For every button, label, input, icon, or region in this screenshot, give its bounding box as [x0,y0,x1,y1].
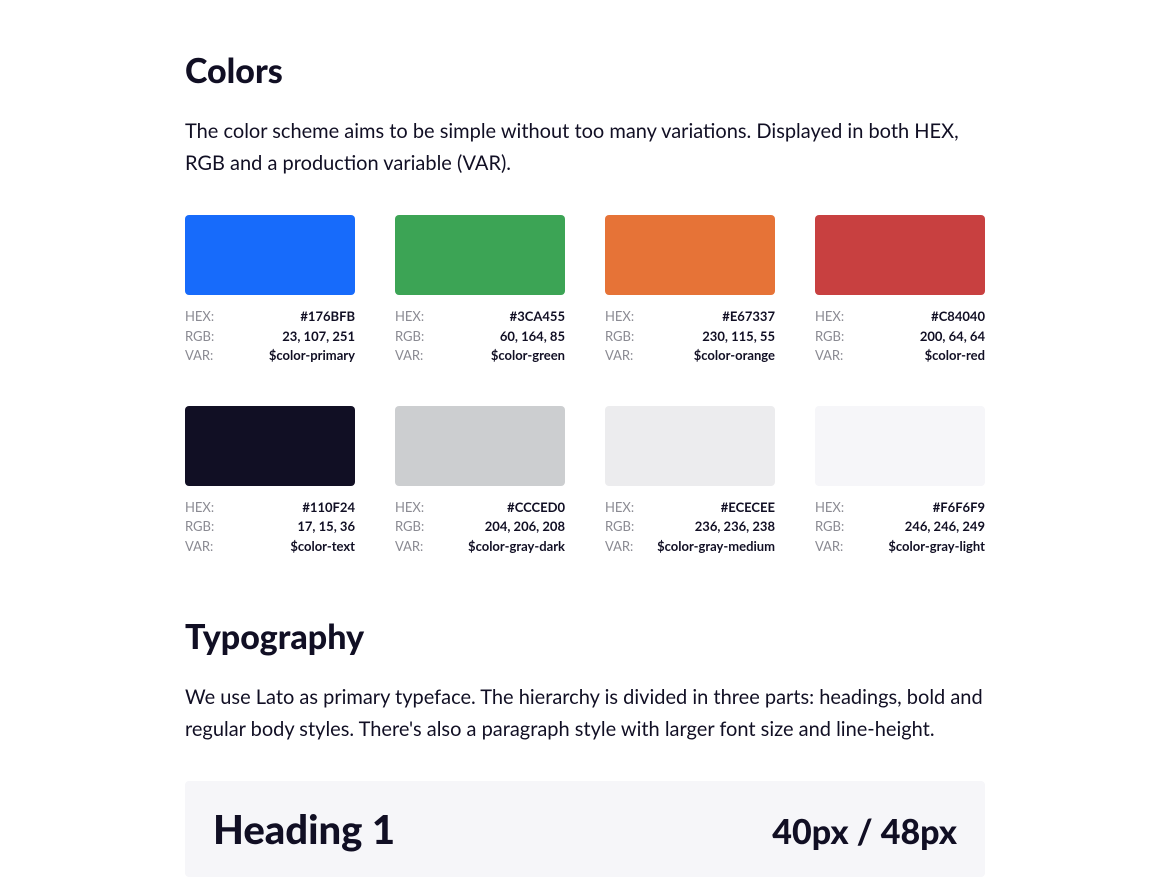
swatch-hex-value: #F6F6F9 [933,498,985,518]
swatch-hex-value: #ECECEE [721,498,775,518]
swatch-rgb-row: RGB: 200, 64, 64 [815,327,985,347]
color-swatch: HEX: #C84040 RGB: 200, 64, 64 VAR: $color-red [815,215,985,366]
swatch-var-label: VAR: [605,346,633,366]
swatch-hex-label: HEX: [605,307,634,327]
swatch-var-value: $color-green [491,346,565,366]
swatch-rgb-label: RGB: [185,327,214,347]
swatch-hex-row: HEX: #110F24 [185,498,355,518]
swatch-var-row: VAR: $color-gray-light [815,537,985,557]
swatch-rgb-row: RGB: 60, 164, 85 [395,327,565,347]
swatch-var-value: $color-gray-medium [657,537,775,557]
swatch-rgb-value: 204, 206, 208 [485,517,565,537]
typography-sample: Heading 1 40px / 48px [185,781,985,877]
swatch-rgb-label: RGB: [395,327,424,347]
swatch-hex-value: #CCCED0 [507,498,565,518]
swatch-fill [815,215,985,295]
swatch-hex-value: #176BFB [300,307,355,327]
swatch-var-value: $color-primary [269,346,355,366]
swatch-hex-label: HEX: [605,498,634,518]
swatch-hex-value: #E67337 [722,307,775,327]
swatch-rgb-value: 200, 64, 64 [920,327,985,347]
swatch-fill [395,215,565,295]
swatch-hex-row: HEX: #CCCED0 [395,498,565,518]
typography-sample-name: Heading 1 [213,805,395,853]
color-swatch: HEX: #ECECEE RGB: 236, 236, 238 VAR: $color-g… [605,406,775,557]
swatch-rgb-label: RGB: [605,327,634,347]
swatch-rgb-label: RGB: [605,517,634,537]
swatch-rgb-row: RGB: 230, 115, 55 [605,327,775,347]
swatch-rgb-row: RGB: 23, 107, 251 [185,327,355,347]
swatch-fill [395,406,565,486]
swatch-var-row: VAR: $color-orange [605,346,775,366]
swatch-rgb-value: 23, 107, 251 [282,327,355,347]
swatch-hex-row: HEX: #ECECEE [605,498,775,518]
swatch-var-row: VAR: $color-text [185,537,355,557]
swatch-hex-row: HEX: #3CA455 [395,307,565,327]
swatch-hex-value: #C84040 [931,307,985,327]
swatch-fill [185,406,355,486]
swatch-hex-row: HEX: #176BFB [185,307,355,327]
swatch-hex-value: #3CA455 [510,307,565,327]
swatch-rgb-row: RGB: 246, 246, 249 [815,517,985,537]
swatch-var-value: $color-red [925,346,985,366]
swatch-hex-row: HEX: #C84040 [815,307,985,327]
swatch-hex-label: HEX: [815,307,844,327]
swatch-hex-label: HEX: [185,498,214,518]
swatch-rgb-label: RGB: [815,327,844,347]
swatch-fill [815,406,985,486]
color-swatch: HEX: #E67337 RGB: 230, 115, 55 VAR: $color-or… [605,215,775,366]
swatch-var-label: VAR: [605,537,633,557]
swatch-rgb-value: 60, 164, 85 [500,327,565,347]
swatch-rgb-row: RGB: 17, 15, 36 [185,517,355,537]
swatch-rgb-label: RGB: [185,517,214,537]
typography-title: Typography [185,616,985,657]
swatch-rgb-value: 17, 15, 36 [297,517,355,537]
swatch-rgb-label: RGB: [395,517,424,537]
swatch-var-row: VAR: $color-gray-medium [605,537,775,557]
swatch-hex-label: HEX: [395,498,424,518]
color-swatch: HEX: #3CA455 RGB: 60, 164, 85 VAR: $color-gre… [395,215,565,366]
typography-desc: We use Lato as primary typeface. The hie… [185,681,985,745]
swatch-var-label: VAR: [395,346,423,366]
swatch-rgb-value: 236, 236, 238 [695,517,775,537]
swatch-var-label: VAR: [185,346,213,366]
swatch-hex-value: #110F24 [302,498,355,518]
swatch-var-label: VAR: [185,537,213,557]
swatch-var-label: VAR: [815,537,843,557]
colors-desc: The color scheme aims to be simple witho… [185,115,985,179]
swatch-hex-row: HEX: #E67337 [605,307,775,327]
swatch-var-label: VAR: [395,537,423,557]
swatch-var-row: VAR: $color-red [815,346,985,366]
swatch-rgb-row: RGB: 204, 206, 208 [395,517,565,537]
swatch-fill [605,215,775,295]
swatch-var-value: $color-gray-light [888,537,985,557]
swatch-var-label: VAR: [815,346,843,366]
swatch-rgb-value: 246, 246, 249 [905,517,985,537]
swatch-fill [605,406,775,486]
swatch-grid: HEX: #176BFB RGB: 23, 107, 251 VAR: $color-pr… [185,215,985,556]
swatch-hex-label: HEX: [815,498,844,518]
swatch-var-row: VAR: $color-gray-dark [395,537,565,557]
swatch-hex-row: HEX: #F6F6F9 [815,498,985,518]
swatch-var-value: $color-text [290,537,355,557]
colors-title: Colors [185,50,985,91]
color-swatch: HEX: #F6F6F9 RGB: 246, 246, 249 VAR: $color-g… [815,406,985,557]
swatch-rgb-row: RGB: 236, 236, 238 [605,517,775,537]
typography-sample-size: 40px / 48px [772,811,957,852]
swatch-var-row: VAR: $color-green [395,346,565,366]
swatch-var-row: VAR: $color-primary [185,346,355,366]
swatch-var-value: $color-orange [694,346,775,366]
swatch-rgb-value: 230, 115, 55 [702,327,775,347]
swatch-var-value: $color-gray-dark [468,537,565,557]
color-swatch: HEX: #176BFB RGB: 23, 107, 251 VAR: $color-pr… [185,215,355,366]
swatch-fill [185,215,355,295]
swatch-rgb-label: RGB: [815,517,844,537]
swatch-hex-label: HEX: [185,307,214,327]
color-swatch: HEX: #110F24 RGB: 17, 15, 36 VAR: $color-text [185,406,355,557]
color-swatch: HEX: #CCCED0 RGB: 204, 206, 208 VAR: $color-g… [395,406,565,557]
swatch-hex-label: HEX: [395,307,424,327]
